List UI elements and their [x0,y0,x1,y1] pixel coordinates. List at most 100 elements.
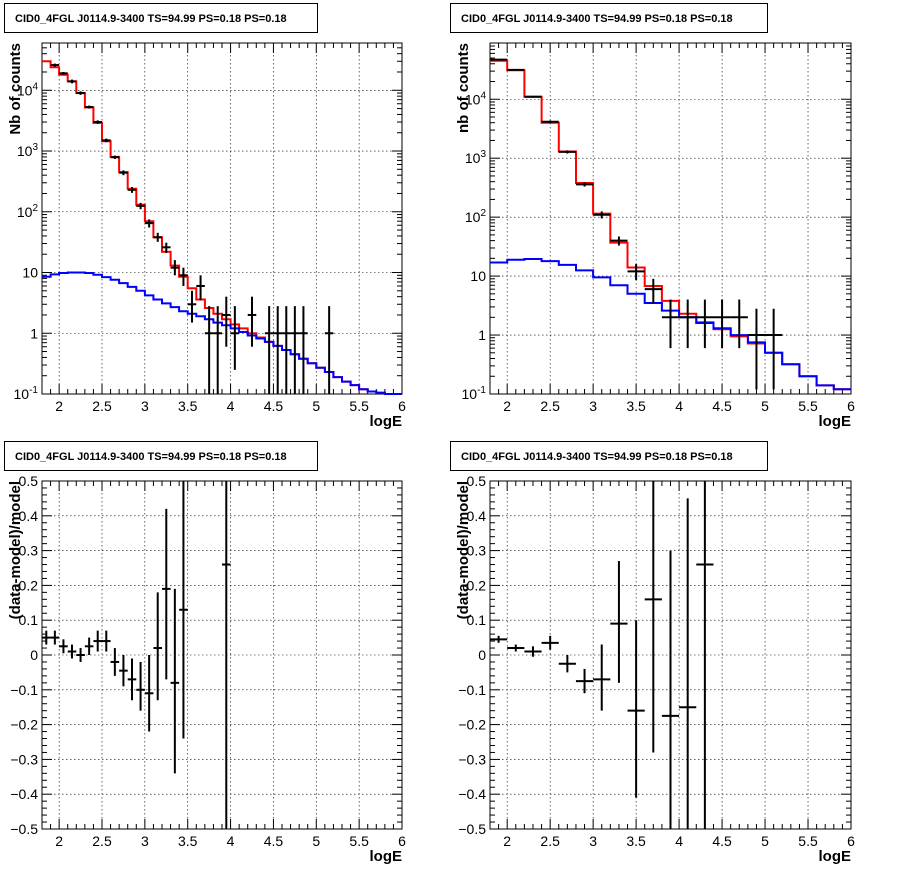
data-point [170,588,180,774]
y-tick-label: 10-1 [14,385,39,402]
data-point [696,299,714,349]
data-point [593,211,611,219]
data-point [110,155,120,159]
data-point [136,661,145,711]
data-point [558,655,576,673]
x-tick-label: 2.5 [92,833,112,849]
data-point [93,120,102,124]
y-tick-label: 0.1 [19,612,39,628]
y-tick-label: −0.1 [458,682,486,698]
x-tick-label: 2 [55,833,63,849]
data-point [127,658,137,701]
y-tick-label: −0.3 [458,751,486,767]
panel-2-title: CID0_4FGL J0114.9-3400 TS=94.99 PS=0.18 … [4,441,318,471]
y-tick-label: 0.4 [467,508,487,524]
data-point [575,668,594,694]
data-point [679,299,697,349]
x-tick-label: 5 [312,398,320,414]
data-point [84,105,94,109]
data-point [144,219,154,228]
data-point [282,306,291,394]
panel-0-title: CID0_4FGL J0114.9-3400 TS=94.99 PS=0.18 … [4,3,318,33]
y-tick-label: −0.4 [458,786,486,802]
data-point [196,275,205,301]
data-point [42,630,51,645]
y-tick-label: 0.5 [467,473,487,489]
data-point [524,646,542,657]
data-point [179,267,188,286]
data-point [213,306,222,394]
data-point [127,187,137,193]
data-point [290,306,300,394]
x-tick-label: 3 [141,833,149,849]
x-tick-label: 2 [55,398,63,414]
data-point [119,655,128,687]
data-point [162,508,171,680]
x-tick-label: 5.5 [798,398,818,414]
x-tick-label: 3 [141,398,149,414]
data-point [187,290,197,323]
x-tick-label: 4.5 [712,398,732,414]
y-tick-label: 10 [22,265,38,281]
panel-1: 2 2.5 3 3.5 4 4.5 5 5.5 6 10-1 1 10 102 103 104 logE nb … [455,42,855,430]
x-tick-label: 5 [312,833,320,849]
data-point [222,481,231,829]
panel-1-title: CID0_4FGL J0114.9-3400 TS=94.99 PS=0.18 … [450,3,768,33]
x-tick-label: 6 [398,833,406,849]
data-point [264,306,274,394]
data-point [76,648,85,662]
y-tick-label: 103 [465,149,487,166]
y-tick-label: −0.5 [10,821,38,837]
data-point [747,308,766,390]
y-tick-label: 104 [17,81,39,98]
data-point [102,630,111,652]
data-point [541,120,559,124]
x-tick-label: 5 [761,833,769,849]
y-axis-label: nb of counts [455,43,472,133]
data-point [136,202,145,210]
model-step-line-0 [42,60,402,395]
x-tick-label: 4 [227,833,235,849]
y-tick-label: −0.2 [458,717,486,733]
data-point [524,95,542,98]
data-point [76,91,85,95]
x-tick-label: 4 [675,833,683,849]
data-point [84,637,94,655]
data-point [247,296,257,347]
data-point [541,635,559,650]
data-point [324,306,334,394]
y-tick-label: −0.3 [10,751,38,767]
data-point [713,299,731,349]
data-point [230,306,240,370]
x-tick-label: 4 [675,398,683,414]
x-axis-label: logE [370,848,403,865]
panel-0: 2 2.5 3 3.5 4 4.5 5 5.5 6 10-1 1 10 102 103 104 logE Nb … [7,42,406,430]
data-point [170,260,180,276]
plot-frame [41,42,403,395]
data-point [644,278,662,303]
data-point [730,299,748,349]
data-point [696,481,714,829]
data-point [67,79,77,84]
data-point [67,644,77,659]
y-tick-label: 102 [465,208,487,225]
data-point [507,68,525,71]
x-tick-label: 4.5 [264,398,284,414]
y-tick-label: 0.3 [467,543,487,559]
x-tick-label: 6 [847,833,855,849]
y-tick-label: 10 [470,268,486,284]
x-tick-label: 6 [847,398,855,414]
x-tick-label: 2.5 [92,398,112,414]
data-point [110,648,120,676]
data-point [119,170,128,176]
y-tick-label: −0.4 [10,786,38,802]
data-point [490,635,508,643]
x-tick-label: 2.5 [540,398,560,414]
data-point [153,592,162,701]
x-tick-label: 4.5 [264,833,284,849]
data-point [593,644,611,711]
data-point [627,264,645,281]
data-point [102,138,111,143]
data-point [144,655,154,732]
